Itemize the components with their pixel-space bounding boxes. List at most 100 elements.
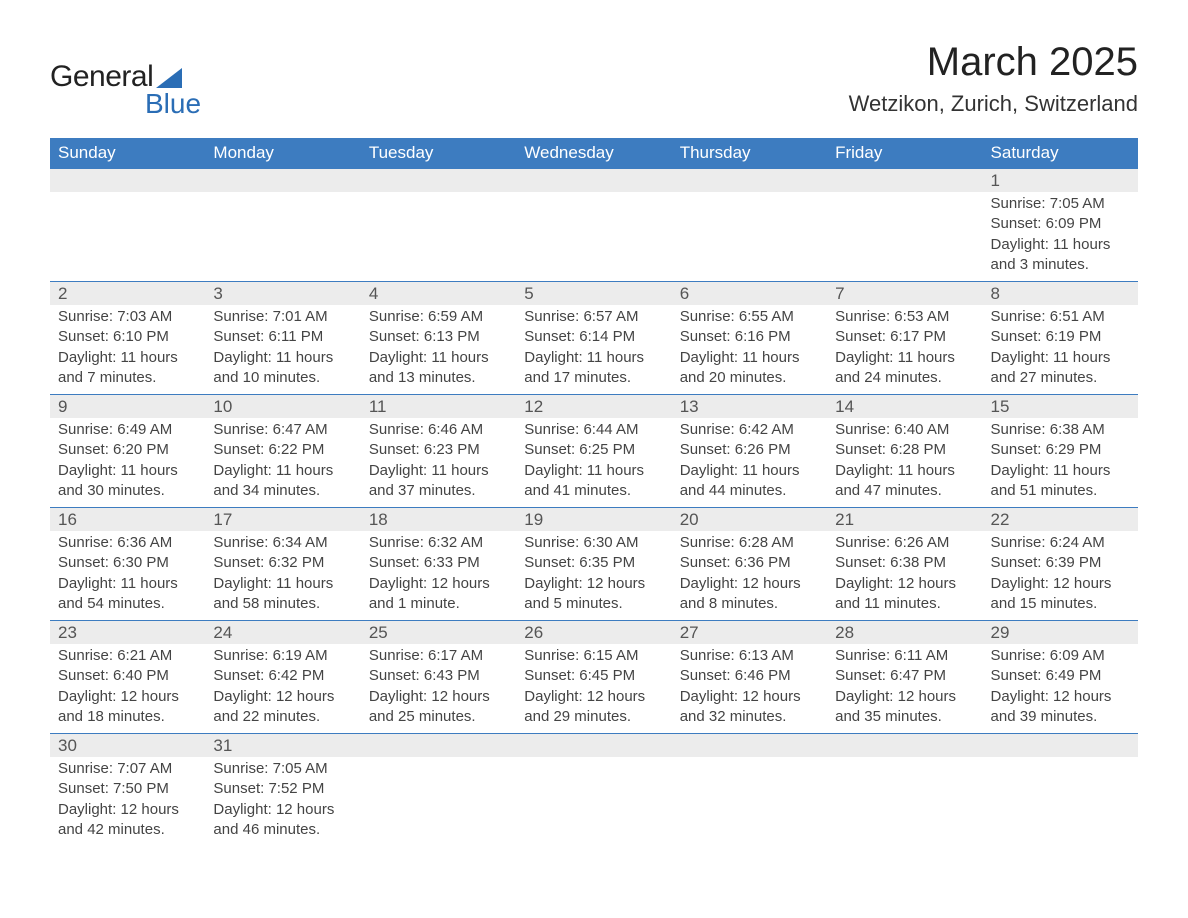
daylight-line: Daylight: 11 hours and 34 minutes. xyxy=(213,461,352,502)
daylight-line: Daylight: 11 hours and 20 minutes. xyxy=(680,348,819,389)
day-detail-cell: Sunrise: 6:11 AMSunset: 6:47 PMDaylight:… xyxy=(827,644,982,734)
sunrise-line: Sunrise: 7:05 AM xyxy=(991,194,1130,214)
day-detail-row: Sunrise: 6:49 AMSunset: 6:20 PMDaylight:… xyxy=(50,418,1138,508)
daylight-line: Daylight: 11 hours and 44 minutes. xyxy=(680,461,819,502)
sunrise-line: Sunrise: 6:38 AM xyxy=(991,420,1130,440)
daylight-line: Daylight: 11 hours and 7 minutes. xyxy=(58,348,197,389)
day-detail-row: Sunrise: 6:21 AMSunset: 6:40 PMDaylight:… xyxy=(50,644,1138,734)
day-number-cell: 27 xyxy=(672,621,827,645)
daylight-line: Daylight: 12 hours and 15 minutes. xyxy=(991,574,1130,615)
title-block: March 2025 Wetzikon, Zurich, Switzerland xyxy=(849,40,1138,117)
day-detail-cell: Sunrise: 6:47 AMSunset: 6:22 PMDaylight:… xyxy=(205,418,360,508)
day-number-cell xyxy=(361,734,516,758)
day-detail-cell: Sunrise: 6:36 AMSunset: 6:30 PMDaylight:… xyxy=(50,531,205,621)
day-number-cell: 13 xyxy=(672,395,827,419)
day-number-cell: 22 xyxy=(983,508,1138,532)
page-subtitle: Wetzikon, Zurich, Switzerland xyxy=(849,91,1138,117)
daylight-line: Daylight: 11 hours and 37 minutes. xyxy=(369,461,508,502)
daylight-line: Daylight: 12 hours and 5 minutes. xyxy=(524,574,663,615)
day-number-cell xyxy=(672,734,827,758)
day-number-cell: 15 xyxy=(983,395,1138,419)
sunrise-line: Sunrise: 6:15 AM xyxy=(524,646,663,666)
sunrise-line: Sunrise: 6:40 AM xyxy=(835,420,974,440)
day-detail-cell: Sunrise: 6:34 AMSunset: 6:32 PMDaylight:… xyxy=(205,531,360,621)
day-detail-cell xyxy=(672,192,827,282)
daylight-line: Daylight: 12 hours and 32 minutes. xyxy=(680,687,819,728)
day-number-cell: 11 xyxy=(361,395,516,419)
day-number-row: 9101112131415 xyxy=(50,395,1138,419)
day-number-cell xyxy=(827,169,982,193)
weekday-header: Tuesday xyxy=(361,138,516,169)
day-detail-cell: Sunrise: 6:26 AMSunset: 6:38 PMDaylight:… xyxy=(827,531,982,621)
day-number-cell: 3 xyxy=(205,282,360,306)
day-detail-cell: Sunrise: 6:46 AMSunset: 6:23 PMDaylight:… xyxy=(361,418,516,508)
sunset-line: Sunset: 6:09 PM xyxy=(991,214,1130,234)
sunrise-line: Sunrise: 7:05 AM xyxy=(213,759,352,779)
weekday-header: Saturday xyxy=(983,138,1138,169)
daylight-line: Daylight: 12 hours and 39 minutes. xyxy=(991,687,1130,728)
day-detail-cell: Sunrise: 6:17 AMSunset: 6:43 PMDaylight:… xyxy=(361,644,516,734)
sunset-line: Sunset: 6:20 PM xyxy=(58,440,197,460)
daylight-line: Daylight: 12 hours and 42 minutes. xyxy=(58,800,197,841)
daylight-line: Daylight: 12 hours and 1 minute. xyxy=(369,574,508,615)
day-number-cell: 2 xyxy=(50,282,205,306)
day-detail-cell xyxy=(672,757,827,846)
sunset-line: Sunset: 6:49 PM xyxy=(991,666,1130,686)
daylight-line: Daylight: 11 hours and 30 minutes. xyxy=(58,461,197,502)
weekday-header-row: Sunday Monday Tuesday Wednesday Thursday… xyxy=(50,138,1138,169)
sunrise-line: Sunrise: 7:01 AM xyxy=(213,307,352,327)
day-detail-cell: Sunrise: 6:13 AMSunset: 6:46 PMDaylight:… xyxy=(672,644,827,734)
sunrise-line: Sunrise: 6:49 AM xyxy=(58,420,197,440)
day-number-cell: 26 xyxy=(516,621,671,645)
day-number-cell: 17 xyxy=(205,508,360,532)
sunrise-line: Sunrise: 6:42 AM xyxy=(680,420,819,440)
sunset-line: Sunset: 6:29 PM xyxy=(991,440,1130,460)
day-number-cell: 5 xyxy=(516,282,671,306)
day-number-cell xyxy=(50,169,205,193)
day-number-cell: 19 xyxy=(516,508,671,532)
day-detail-cell: Sunrise: 7:07 AMSunset: 7:50 PMDaylight:… xyxy=(50,757,205,846)
sunset-line: Sunset: 6:23 PM xyxy=(369,440,508,460)
day-detail-cell: Sunrise: 6:44 AMSunset: 6:25 PMDaylight:… xyxy=(516,418,671,508)
day-detail-cell: Sunrise: 6:15 AMSunset: 6:45 PMDaylight:… xyxy=(516,644,671,734)
day-detail-cell: Sunrise: 7:05 AMSunset: 7:52 PMDaylight:… xyxy=(205,757,360,846)
day-detail-cell: Sunrise: 6:55 AMSunset: 6:16 PMDaylight:… xyxy=(672,305,827,395)
day-number-cell: 8 xyxy=(983,282,1138,306)
daylight-line: Daylight: 12 hours and 46 minutes. xyxy=(213,800,352,841)
day-detail-cell: Sunrise: 6:24 AMSunset: 6:39 PMDaylight:… xyxy=(983,531,1138,621)
sunrise-line: Sunrise: 6:44 AM xyxy=(524,420,663,440)
sunset-line: Sunset: 6:16 PM xyxy=(680,327,819,347)
sunset-line: Sunset: 6:43 PM xyxy=(369,666,508,686)
day-detail-cell: Sunrise: 6:42 AMSunset: 6:26 PMDaylight:… xyxy=(672,418,827,508)
day-detail-row: Sunrise: 7:05 AMSunset: 6:09 PMDaylight:… xyxy=(50,192,1138,282)
day-detail-cell: Sunrise: 7:05 AMSunset: 6:09 PMDaylight:… xyxy=(983,192,1138,282)
day-number-cell: 12 xyxy=(516,395,671,419)
sunrise-line: Sunrise: 6:26 AM xyxy=(835,533,974,553)
weekday-header: Sunday xyxy=(50,138,205,169)
sunset-line: Sunset: 6:40 PM xyxy=(58,666,197,686)
sunrise-line: Sunrise: 6:30 AM xyxy=(524,533,663,553)
daylight-line: Daylight: 11 hours and 47 minutes. xyxy=(835,461,974,502)
daylight-line: Daylight: 12 hours and 35 minutes. xyxy=(835,687,974,728)
sunset-line: Sunset: 6:47 PM xyxy=(835,666,974,686)
daylight-line: Daylight: 12 hours and 29 minutes. xyxy=(524,687,663,728)
sunrise-line: Sunrise: 6:13 AM xyxy=(680,646,819,666)
logo-text-blue: Blue xyxy=(145,88,201,120)
day-detail-cell xyxy=(516,757,671,846)
day-number-cell: 29 xyxy=(983,621,1138,645)
daylight-line: Daylight: 11 hours and 13 minutes. xyxy=(369,348,508,389)
day-detail-cell: Sunrise: 6:09 AMSunset: 6:49 PMDaylight:… xyxy=(983,644,1138,734)
day-number-cell xyxy=(827,734,982,758)
day-number-cell: 7 xyxy=(827,282,982,306)
daylight-line: Daylight: 11 hours and 54 minutes. xyxy=(58,574,197,615)
day-number-cell xyxy=(516,169,671,193)
weekday-header: Monday xyxy=(205,138,360,169)
day-detail-cell xyxy=(983,757,1138,846)
day-detail-cell: Sunrise: 6:21 AMSunset: 6:40 PMDaylight:… xyxy=(50,644,205,734)
day-detail-cell: Sunrise: 6:30 AMSunset: 6:35 PMDaylight:… xyxy=(516,531,671,621)
sunrise-line: Sunrise: 6:11 AM xyxy=(835,646,974,666)
sunset-line: Sunset: 6:25 PM xyxy=(524,440,663,460)
sunrise-line: Sunrise: 7:07 AM xyxy=(58,759,197,779)
sunset-line: Sunset: 6:36 PM xyxy=(680,553,819,573)
day-detail-cell: Sunrise: 6:28 AMSunset: 6:36 PMDaylight:… xyxy=(672,531,827,621)
